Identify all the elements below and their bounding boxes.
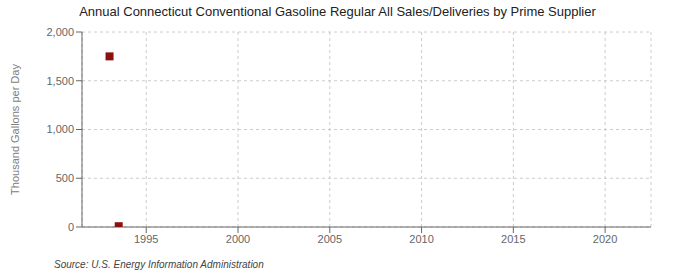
svg-text:Thousand Gallons per Day: Thousand Gallons per Day bbox=[9, 64, 21, 195]
html-text:Source: U.S. Energy Informatio: Source: U.S. Energy Information Administ… bbox=[54, 259, 264, 270]
svg-text:0: 0 bbox=[68, 221, 74, 233]
svg-text:1995: 1995 bbox=[134, 233, 158, 245]
svg-text:2020: 2020 bbox=[593, 233, 617, 245]
html-text:Annual Connecticut Conventiona: Annual Connecticut Conventional Gasoline… bbox=[79, 4, 596, 19]
svg-text:2015: 2015 bbox=[501, 233, 525, 245]
svg-text:2010: 2010 bbox=[409, 233, 433, 245]
svg-text:1,500: 1,500 bbox=[46, 75, 74, 87]
svg-text:2005: 2005 bbox=[318, 233, 342, 245]
svg-text:500: 500 bbox=[56, 172, 74, 184]
svg-text:2000: 2000 bbox=[226, 233, 250, 245]
svg-text:1,000: 1,000 bbox=[46, 123, 74, 135]
svg-text:2,000: 2,000 bbox=[46, 26, 74, 38]
